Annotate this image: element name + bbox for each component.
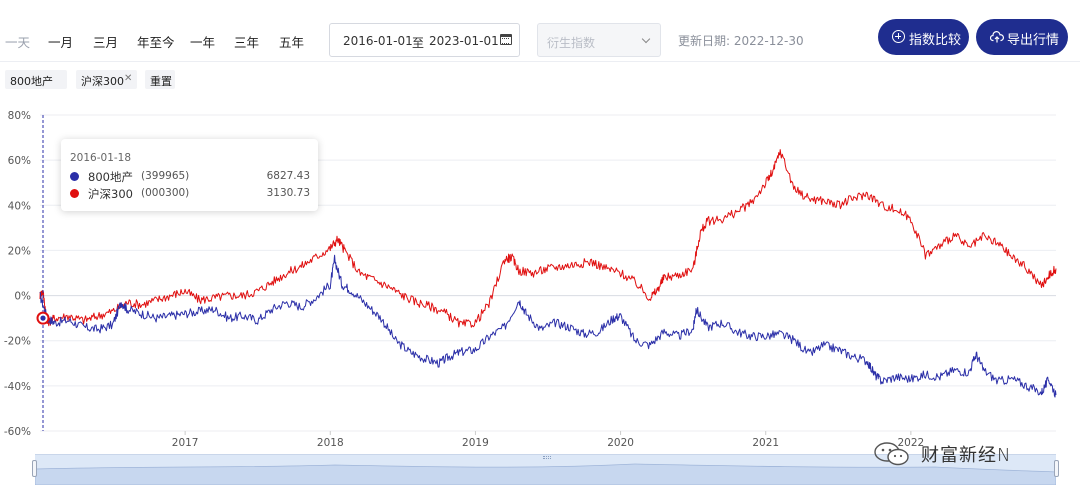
tag-csi300[interactable]: 沪深300 ✕ (76, 70, 137, 89)
range-navigator[interactable] (32, 454, 1059, 485)
x-tick-label: 2017 (172, 437, 199, 449)
y-tick-label: 40% (8, 200, 31, 212)
plus-circle-icon (892, 30, 905, 43)
tooltip-series-code: (399965) (141, 170, 190, 182)
export-quotes-label: 导出行情 (1007, 33, 1060, 48)
navigator-grip[interactable] (543, 456, 551, 459)
date-start[interactable]: 2016-01-01 (343, 34, 413, 48)
navigator-area (35, 463, 1056, 485)
date-end[interactable]: 2023-01-01 (429, 34, 499, 48)
compare-index-label: 指数比较 (909, 33, 962, 48)
navigator-left-handle[interactable] (32, 460, 37, 477)
chart-tooltip: 2016-01-18 800地产 (399965) 6827.43 沪深300 … (61, 139, 318, 211)
series-dot-icon (70, 189, 79, 198)
x-tick-label: 2022 (897, 437, 924, 449)
close-icon[interactable]: ✕ (124, 73, 133, 84)
tooltip-series-value: 6827.43 (266, 170, 310, 182)
y-tick-label: -60% (4, 426, 31, 438)
x-tick-label: 2019 (462, 437, 489, 449)
x-tick-label: 2020 (607, 437, 634, 449)
derive-index-select[interactable]: 衍生指数 (537, 23, 661, 57)
toolbar: 一天 一月 三月 年至今 一年 三年 五年 2016-01-01 至 2023-… (0, 0, 1080, 62)
tooltip-row-csi300: 沪深300 (000300) 3130.73 (70, 186, 310, 202)
tooltip-date: 2016-01-18 (70, 152, 132, 164)
tag-800-real-estate[interactable]: 800地产 (5, 70, 67, 89)
derive-index-placeholder: 衍生指数 (547, 36, 596, 50)
date-separator: 至 (412, 36, 425, 50)
range-tab-3m[interactable]: 三月 (93, 35, 119, 50)
wechat-icon (874, 442, 909, 466)
range-tab-1y[interactable]: 一年 (190, 35, 216, 50)
y-tick-label: 80% (8, 110, 31, 122)
reset-button[interactable]: 重置 (145, 70, 175, 89)
tooltip-series-value: 3130.73 (266, 187, 310, 199)
range-tab-3y[interactable]: 三年 (234, 35, 260, 50)
reset-label: 重置 (150, 75, 172, 88)
y-tick-label: -40% (4, 381, 31, 393)
range-tab-5y[interactable]: 五年 (279, 35, 305, 50)
y-tick-label: -20% (4, 336, 31, 348)
tooltip-series-code: (000300) (141, 187, 190, 199)
range-tab-ytd[interactable]: 年至今 (137, 35, 175, 50)
navigator-right-handle[interactable] (1054, 460, 1059, 477)
tooltip-series-name: 沪深300 (88, 187, 133, 201)
series-dot-icon (70, 172, 79, 181)
range-tab-1d[interactable]: 一天 (5, 35, 31, 50)
x-tick-label: 2018 (317, 437, 344, 449)
date-range-picker[interactable]: 2016-01-01 至 2023-01-01 (329, 23, 520, 57)
hover-marker-800-real-estate (39, 314, 47, 322)
watermark: 财富新经N (873, 437, 1053, 471)
tag-label: 沪深300 (81, 75, 124, 88)
update-date: 更新日期: 2022-12-30 (678, 34, 804, 48)
x-tick-label: 2021 (752, 437, 779, 449)
y-tick-label: 20% (8, 245, 31, 257)
range-tab-1m[interactable]: 一月 (48, 35, 74, 50)
compare-index-button[interactable]: 指数比较 (878, 19, 969, 55)
series-line-csi300 (39, 149, 1057, 328)
index-performance-chart[interactable]: 80% 60% 40% 20% 0% -20% -40% -60% 2017 2018 2019 20… (0, 100, 1080, 460)
watermark-text: 财富新经N (921, 445, 1012, 466)
export-quotes-button[interactable]: 导出行情 (976, 19, 1068, 55)
chevron-down-icon (641, 34, 651, 44)
tag-label: 800地产 (10, 75, 53, 88)
cloud-upload-icon (990, 31, 1004, 43)
y-tick-label: 60% (8, 155, 31, 167)
y-tick-label: 0% (14, 291, 31, 303)
calendar-icon[interactable] (500, 34, 512, 45)
series-line-800-real-estate (39, 254, 1057, 398)
tooltip-row-800: 800地产 (399965) 6827.43 (70, 169, 310, 185)
tooltip-series-name: 800地产 (88, 170, 133, 184)
